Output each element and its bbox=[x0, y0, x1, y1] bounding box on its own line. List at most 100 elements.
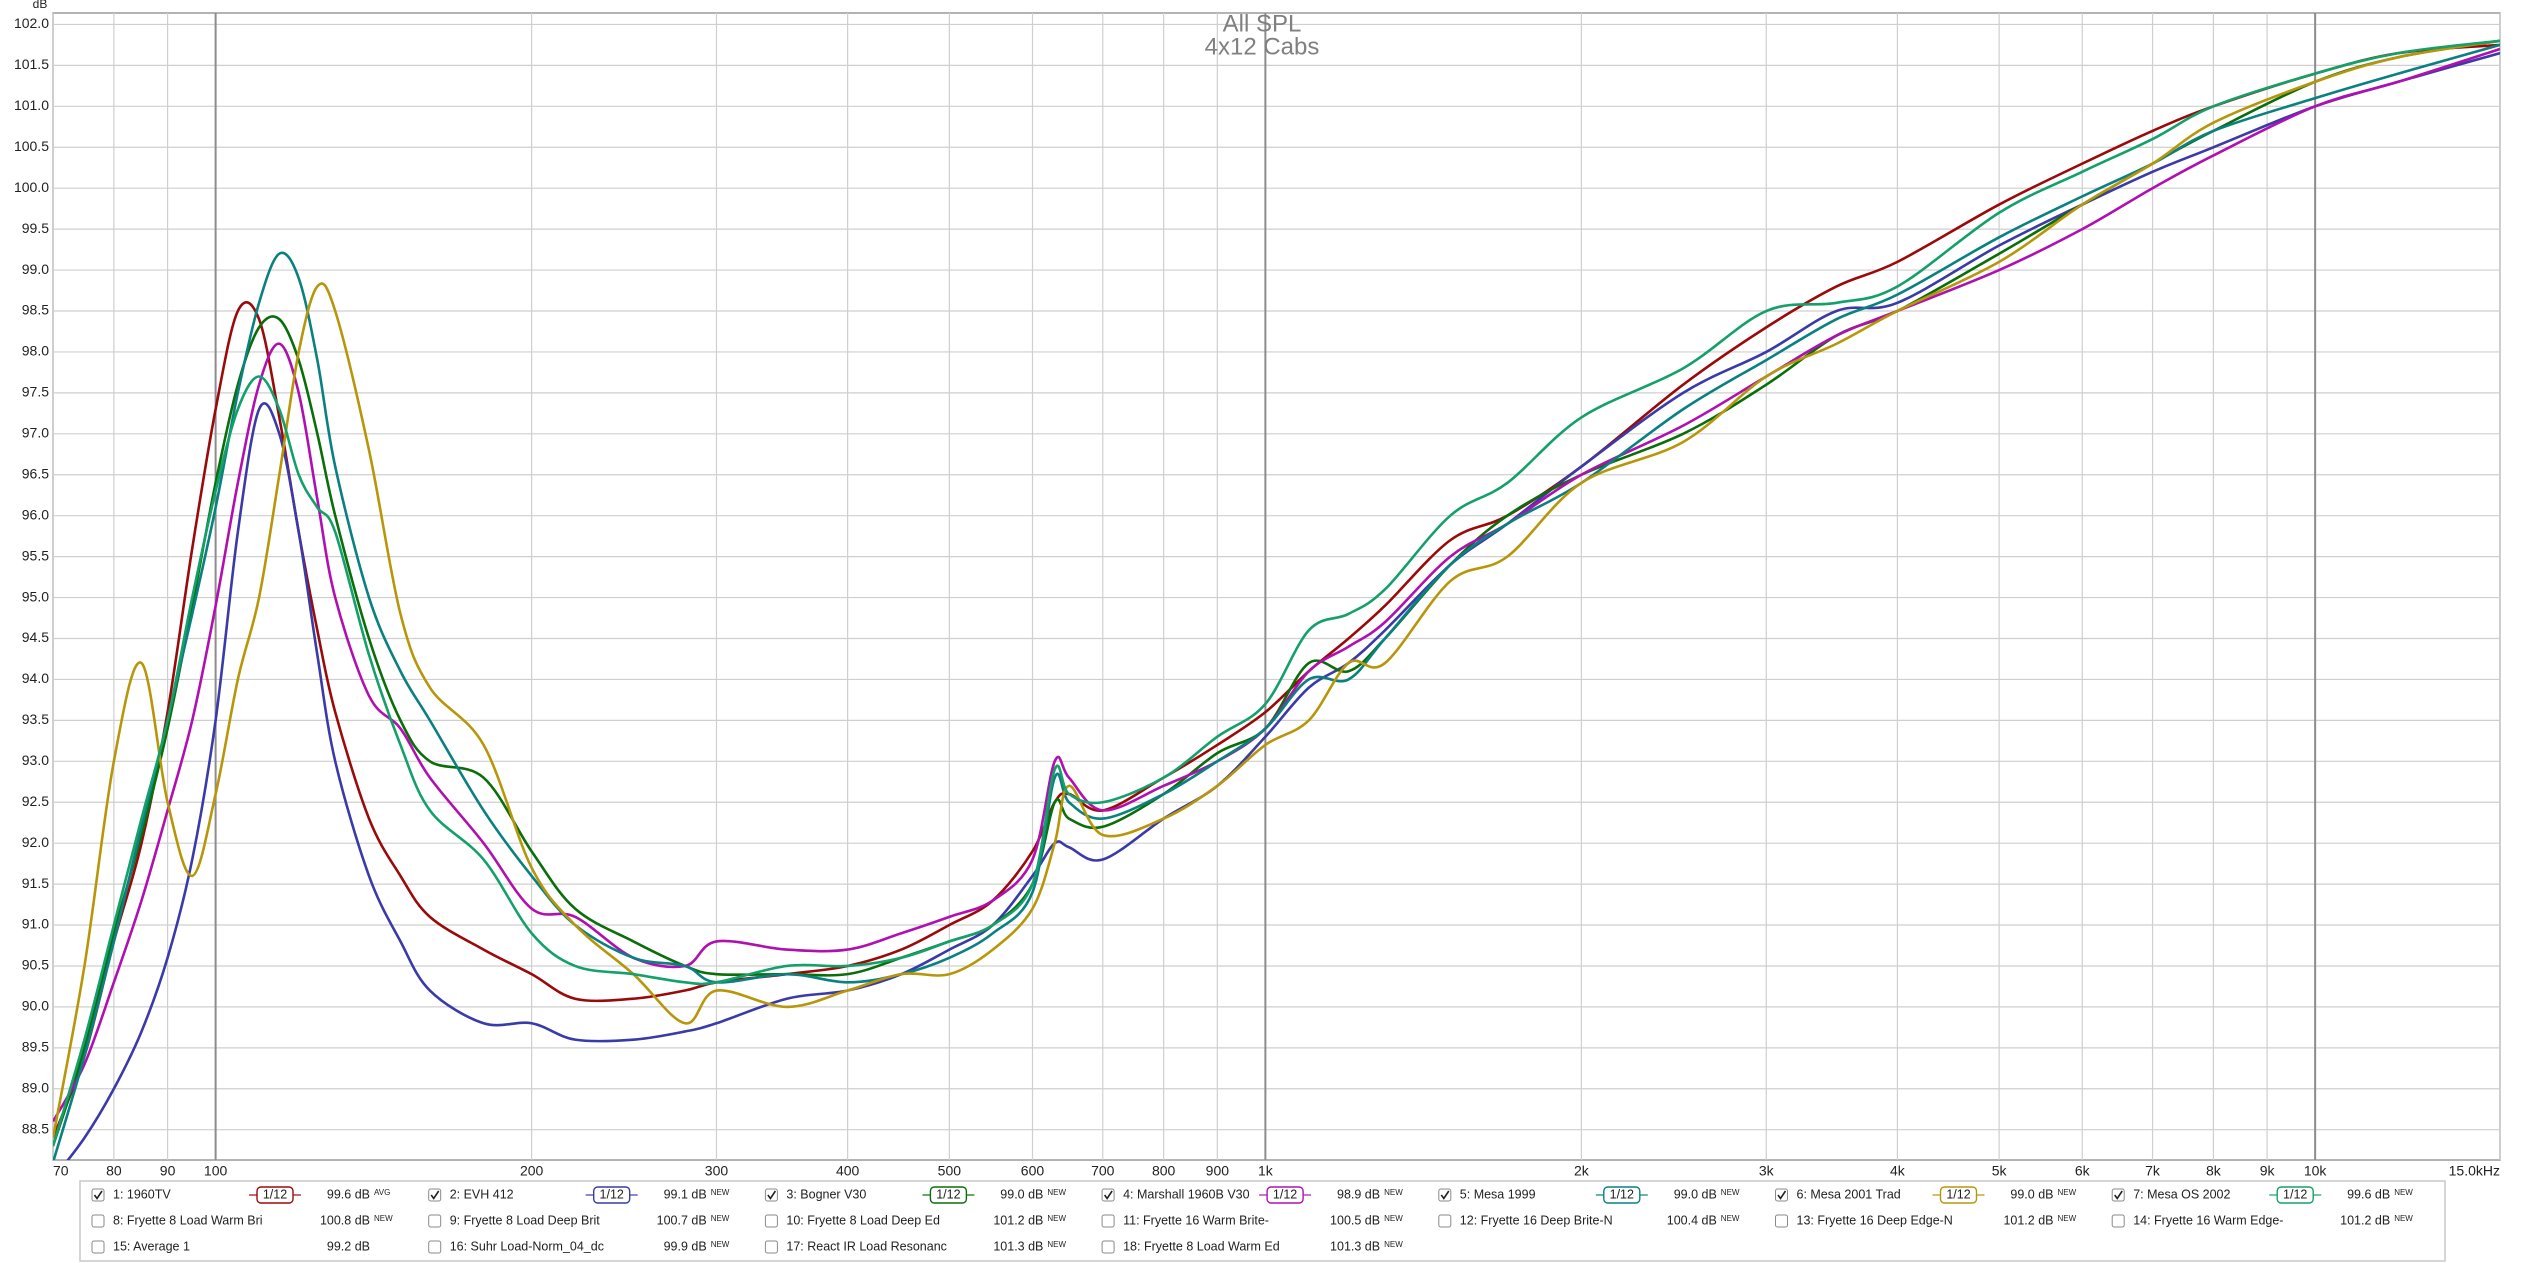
smoothing-label[interactable]: 1/12 bbox=[1273, 1187, 1297, 1201]
checkbox[interactable] bbox=[1101, 1240, 1115, 1254]
legend-label[interactable]: 3: Bogner V30 bbox=[786, 1187, 866, 1201]
y-tick-label: 95.0 bbox=[22, 588, 49, 604]
checkbox[interactable] bbox=[764, 1188, 778, 1202]
legend-label[interactable]: 5: Mesa 1999 bbox=[1460, 1187, 1536, 1201]
legend-label[interactable]: 18: Fryette 8 Load Warm Ed bbox=[1123, 1239, 1280, 1253]
smoothing-label[interactable]: 1/12 bbox=[2283, 1187, 2307, 1201]
legend-tag: NEW bbox=[711, 1188, 730, 1197]
y-tick-label: 100.0 bbox=[14, 179, 49, 195]
legend-level: 99.0 dB bbox=[1674, 1187, 1717, 1201]
checkbox[interactable] bbox=[2111, 1214, 2125, 1228]
smoothing-label[interactable]: 1/12 bbox=[600, 1187, 624, 1201]
legend-entry: 16: Suhr Load-Norm_04_dc 99.9 dB NEW bbox=[428, 1239, 730, 1254]
legend-label[interactable]: 13: Fryette 16 Deep Edge-N bbox=[1797, 1213, 1953, 1227]
legend-label[interactable]: 1: 1960TV bbox=[113, 1187, 171, 1201]
checkbox[interactable] bbox=[764, 1214, 778, 1228]
y-tick-label: 95.5 bbox=[22, 547, 49, 563]
legend-label[interactable]: 8: Fryette 8 Load Warm Bri bbox=[113, 1213, 263, 1227]
checkbox[interactable] bbox=[91, 1188, 105, 1202]
legend-label[interactable]: 10: Fryette 8 Load Deep Ed bbox=[786, 1213, 940, 1227]
series-line bbox=[53, 39, 2500, 1139]
checkbox[interactable] bbox=[91, 1240, 105, 1254]
legend-level: 100.4 dB bbox=[1667, 1213, 1717, 1227]
legend-label[interactable]: 14: Fryette 16 Warm Edge- bbox=[2133, 1213, 2283, 1227]
y-tick-label: 94.0 bbox=[22, 670, 49, 686]
legend-entry: 6: Mesa 2001 Trad 1/12 99.0 dB NEW bbox=[1775, 1186, 2077, 1204]
y-tick-label: 88.5 bbox=[22, 1120, 49, 1136]
legend-tag: NEW bbox=[1384, 1240, 1403, 1249]
check-mark bbox=[1440, 1190, 1450, 1200]
legend-tag: NEW bbox=[1047, 1214, 1066, 1223]
x-tick-label: 2k bbox=[1574, 1163, 1590, 1179]
legend-tag: NEW bbox=[1384, 1188, 1403, 1197]
checkbox[interactable] bbox=[1438, 1188, 1452, 1202]
checkbox[interactable] bbox=[428, 1240, 442, 1254]
smoothing-box[interactable] bbox=[2276, 1186, 2314, 1204]
checkbox[interactable] bbox=[2111, 1188, 2125, 1202]
smoothing-box[interactable] bbox=[929, 1186, 968, 1204]
legend-label[interactable]: 17: React IR Load Resonanc bbox=[786, 1239, 947, 1253]
y-tick-label: 99.0 bbox=[22, 261, 49, 277]
legend-entry: 10: Fryette 8 Load Deep Ed 101.2 dB NEW bbox=[764, 1213, 1067, 1228]
smoothing-box[interactable] bbox=[593, 1186, 631, 1204]
smoothing-label[interactable]: 1/12 bbox=[1610, 1187, 1634, 1201]
legend-level: 98.9 dB bbox=[1337, 1187, 1380, 1201]
legend-entry: 18: Fryette 8 Load Warm Ed 101.3 dB NEW bbox=[1101, 1239, 1403, 1254]
legend-level: 99.6 dB bbox=[2347, 1187, 2390, 1201]
checkbox[interactable] bbox=[764, 1240, 778, 1254]
x-tick-label: 400 bbox=[836, 1163, 860, 1179]
y-tick-label: 90.0 bbox=[22, 998, 49, 1014]
y-tick-label: 89.0 bbox=[22, 1079, 49, 1095]
legend-label[interactable]: 4: Marshall 1960B V30 bbox=[1123, 1187, 1250, 1201]
checkbox[interactable] bbox=[1101, 1188, 1115, 1202]
series-line bbox=[53, 43, 2500, 1139]
smoothing-label[interactable]: 1/12 bbox=[1946, 1187, 1970, 1201]
legend-label[interactable]: 7: Mesa OS 2002 bbox=[2133, 1187, 2230, 1201]
legend-label[interactable]: 12: Fryette 16 Deep Brite-N bbox=[1460, 1213, 1613, 1227]
y-tick-label: 102.0 bbox=[14, 15, 49, 31]
checkbox[interactable] bbox=[428, 1214, 442, 1228]
legend-tag: NEW bbox=[711, 1214, 730, 1223]
legend-tag: NEW bbox=[711, 1240, 730, 1249]
y-tick-label: 101.5 bbox=[14, 56, 49, 72]
x-tick-label: 15.0kHz bbox=[2449, 1163, 2500, 1179]
x-tick-label: 700 bbox=[1091, 1163, 1115, 1179]
checkbox[interactable] bbox=[1438, 1214, 1452, 1228]
legend-label[interactable]: 6: Mesa 2001 Trad bbox=[1797, 1187, 1901, 1201]
y-tick-label: 89.5 bbox=[22, 1039, 49, 1055]
legend-label[interactable]: 16: Suhr Load-Norm_04_dc bbox=[450, 1239, 604, 1253]
smoothing-box[interactable] bbox=[1603, 1186, 1641, 1204]
legend-entry: 1: 1960TV 1/12 99.6 dB AVG bbox=[91, 1186, 390, 1204]
y-tick-label: 92.5 bbox=[22, 793, 49, 809]
legend-entry: 17: React IR Load Resonanc 101.3 dB NEW bbox=[764, 1239, 1067, 1254]
x-tick-label: 10k bbox=[2304, 1163, 2328, 1179]
check-mark bbox=[767, 1190, 777, 1200]
check-mark bbox=[93, 1190, 103, 1200]
plot-area bbox=[52, 12, 2501, 1161]
checkbox[interactable] bbox=[428, 1188, 442, 1202]
smoothing-label[interactable]: 1/12 bbox=[263, 1187, 287, 1201]
labels: All SPL 4x12 Cabs dB 88.5 89.0 89.5 90.0 90.… bbox=[14, 0, 2500, 1179]
smoothing-box[interactable] bbox=[1266, 1186, 1304, 1204]
checkbox[interactable] bbox=[1775, 1188, 1788, 1202]
checkbox[interactable] bbox=[1101, 1214, 1115, 1228]
series-line bbox=[53, 47, 2500, 1123]
legend-label[interactable]: 15: Average 1 bbox=[113, 1239, 190, 1253]
checkbox[interactable] bbox=[91, 1214, 105, 1228]
legend-label[interactable]: 11: Fryette 16 Warm Brite- bbox=[1123, 1213, 1269, 1227]
x-tick-label: 1k bbox=[1258, 1163, 1274, 1179]
legend: 1: 1960TV 1/12 99.6 dB AVG 2: EVH 412 1/12 99.… bbox=[91, 1186, 2413, 1254]
legend-label[interactable]: 9: Fryette 8 Load Deep Brit bbox=[450, 1213, 601, 1227]
x-tick-label: 500 bbox=[938, 1163, 962, 1179]
x-tick-label: 8k bbox=[2206, 1163, 2222, 1179]
smoothing-box[interactable] bbox=[256, 1186, 294, 1204]
y-tick-label: 98.5 bbox=[22, 302, 49, 318]
chart-subtitle: 4x12 Cabs bbox=[1205, 33, 1320, 60]
checkbox[interactable] bbox=[1775, 1214, 1788, 1228]
smoothing-box[interactable] bbox=[1939, 1186, 1978, 1204]
chart-title: All SPL bbox=[1223, 10, 1302, 37]
smoothing-label[interactable]: 1/12 bbox=[936, 1187, 960, 1201]
legend-label[interactable]: 2: EVH 412 bbox=[450, 1187, 514, 1201]
x-tick-label: 70 bbox=[53, 1163, 69, 1179]
